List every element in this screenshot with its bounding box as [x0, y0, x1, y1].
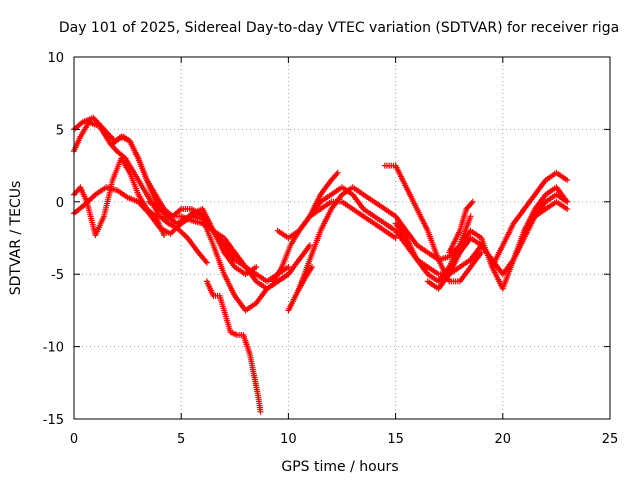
- data-point: [334, 169, 341, 176]
- data-point: [564, 177, 571, 184]
- chart-title: Day 101 of 2025, Sidereal Day-to-day VTE…: [59, 20, 619, 36]
- data-point: [285, 264, 292, 270]
- y-tick-label: -10: [43, 341, 64, 356]
- series-sat-n: [392, 191, 571, 292]
- data-point: [469, 198, 476, 205]
- series-layer: [71, 114, 571, 415]
- x-axis-label: GPS time / hours: [281, 459, 398, 475]
- series-sat-h: [203, 278, 264, 415]
- data-point: [257, 408, 264, 415]
- data-point: [467, 213, 474, 220]
- series-sat-p: [446, 198, 476, 256]
- x-tick-label: 15: [387, 432, 404, 447]
- data-point: [161, 232, 167, 239]
- y-tick-label: 0: [56, 196, 64, 211]
- data-point: [253, 264, 260, 270]
- y-tick-label: 5: [56, 123, 64, 138]
- data-point: [392, 235, 399, 241]
- grid-layer: [74, 57, 610, 419]
- x-tick-label: 10: [280, 432, 297, 447]
- series-sat-q: [489, 169, 571, 270]
- x-tick-label: 25: [602, 432, 619, 447]
- x-tick-label: 5: [177, 432, 185, 447]
- x-tick-label: 20: [495, 432, 512, 447]
- data-point: [309, 264, 315, 270]
- data-point: [306, 242, 313, 249]
- y-tick-label: -5: [51, 268, 64, 283]
- data-point: [203, 259, 210, 266]
- series-sat-m: [381, 162, 485, 285]
- data-point: [285, 271, 292, 278]
- y-tick-label: -15: [43, 413, 64, 428]
- series-sat-g: [178, 213, 292, 314]
- y-tick-label: 10: [47, 51, 64, 66]
- data-point: [564, 198, 571, 205]
- plot-frame: [73, 56, 611, 420]
- x-tick-label: 0: [70, 432, 78, 447]
- series-sat-l: [306, 198, 399, 241]
- series-sat-o: [424, 198, 571, 292]
- series-sat-r: [521, 184, 571, 234]
- y-axis-label: SDTVAR / TECUs: [8, 181, 24, 296]
- data-point: [478, 249, 485, 256]
- tick-layer: 0 5 10 15 20 25 -15 -10 -5 0 5 10: [43, 51, 619, 447]
- data-point: [564, 206, 571, 212]
- series-sat-d: [71, 155, 167, 239]
- series-sat-s: [296, 264, 315, 292]
